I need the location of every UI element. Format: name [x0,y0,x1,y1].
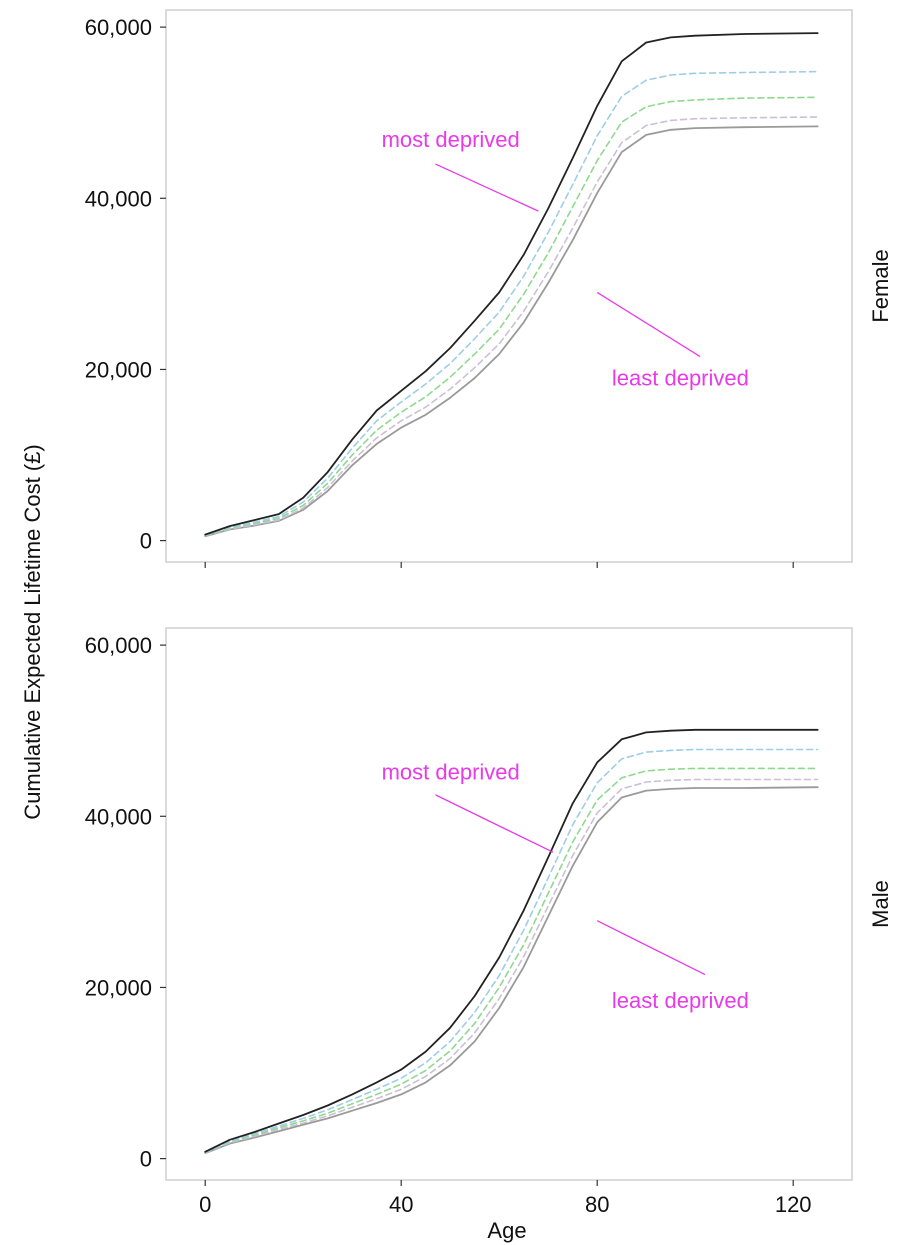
series-line-1 [204,728,819,1153]
series-line-1 [204,32,819,536]
annotation-pointer [435,794,554,853]
y-tick-label: 40,000 [85,804,152,829]
series-line-2 [204,70,819,536]
annotation-pointer [596,920,706,976]
series-line-3 [204,767,819,1154]
y-tick-label: 0 [140,1147,152,1172]
y-axis-title: Cumulative Expected Lifetime Cost (£) [20,444,45,819]
annotation-pointer [435,163,539,212]
panels-layer: 0 20,000 40,000 60,000 most deprived least de… [85,9,893,1217]
strip-label-female: Female [868,249,893,322]
panel-male: 0 20,000 40,000 60,000 0 40 80 120 most deprived… [85,627,893,1217]
annotation-label-most: most deprived [382,759,520,784]
x-tick-label: 0 [199,1192,211,1217]
panel-frame [165,627,853,1181]
annotation-label-most: most deprived [382,127,520,152]
panel-female: 0 20,000 40,000 60,000 most deprived least de… [85,9,893,568]
series-line-5 [204,125,819,538]
series-line-4 [204,116,819,537]
x-tick-label: 120 [775,1192,812,1217]
y-tick-label: 20,000 [85,975,152,1000]
strip-label-male: Male [868,880,893,928]
annotation-pointer [596,291,701,358]
x-axis-title: Age [487,1218,526,1243]
x-tick-label: 40 [389,1192,413,1217]
y-tick-label: 20,000 [85,357,152,382]
y-tick-label: 60,000 [85,15,152,40]
series-line-2 [204,748,819,1153]
x-tick-label: 80 [585,1192,609,1217]
y-tick-label: 0 [140,529,152,554]
annotation-label-least: least deprived [612,988,749,1013]
series-line-3 [204,96,819,537]
series-line-5 [204,786,819,1154]
y-tick-label: 40,000 [85,186,152,211]
y-tick-label: 60,000 [85,633,152,658]
panel-frame [165,9,853,563]
annotation-label-least: least deprived [612,366,749,391]
series-line-4 [204,778,819,1154]
